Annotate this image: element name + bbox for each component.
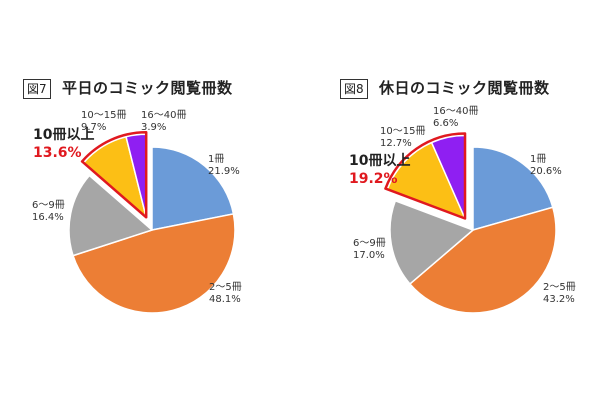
slice-value-5: 6.6% — [433, 118, 458, 129]
chart-panel-weekday: 図7 平日のコミック閲覧冊数 1冊 21.9% 2～5冊 48.1% 6～9冊 16.4%… — [23, 79, 242, 314]
slice-value-3: 16.4% — [32, 212, 64, 223]
slice-label-3: 6～9冊 — [353, 238, 386, 249]
pie-slice-1 — [472, 146, 554, 231]
figure-tag: 図8 — [340, 79, 368, 99]
slice-value-4: 9.7% — [81, 122, 106, 133]
slice-value-5: 3.9% — [141, 122, 166, 133]
callout-label: 10冊以上 — [33, 127, 94, 143]
callout-outline — [80, 131, 148, 219]
slice-label-5: 16～40冊 — [141, 110, 186, 121]
chart-panel-holiday: 図8 休日のコミック閲覧冊数 1冊 20.6% 2～5冊 43.2% 6～9冊 17.0%… — [305, 0, 610, 400]
callout-outline — [384, 132, 467, 220]
callout-label: 10冊以上 — [349, 153, 410, 169]
slice-value-2: 43.2% — [543, 294, 575, 305]
chart-title: 休日のコミック閲覧冊数 — [379, 79, 550, 97]
slice-label-5: 16～40冊 — [433, 106, 478, 117]
slice-label-4: 10～15冊 — [380, 126, 425, 137]
pie-slice-3 — [68, 174, 154, 257]
slice-value-4: 12.7% — [380, 138, 412, 149]
slice-label-2: 2～5冊 — [209, 282, 242, 293]
pie-slice-2 — [72, 213, 236, 314]
slice-value-3: 17.0% — [353, 250, 385, 261]
slice-label-1: 1冊 — [208, 154, 224, 165]
pie-slice-2 — [408, 206, 557, 314]
figure-tag: 図7 — [23, 79, 51, 99]
pie-slice-4 — [386, 141, 467, 220]
pie-slice-1 — [151, 146, 235, 231]
callout-value: 13.6% — [33, 145, 82, 161]
slice-label-2: 2～5冊 — [543, 282, 576, 293]
slice-label-1: 1冊 — [530, 154, 546, 165]
slice-value-1: 20.6% — [530, 166, 562, 177]
slice-value-2: 48.1% — [209, 294, 241, 305]
pie-slice-3 — [389, 199, 475, 286]
chart-title: 平日のコミック閲覧冊数 — [62, 79, 233, 97]
slice-label-3: 6～9冊 — [32, 200, 65, 211]
slice-label-4: 10～15冊 — [81, 110, 126, 121]
callout-value: 19.2% — [349, 171, 398, 187]
slice-value-1: 21.9% — [208, 166, 240, 177]
